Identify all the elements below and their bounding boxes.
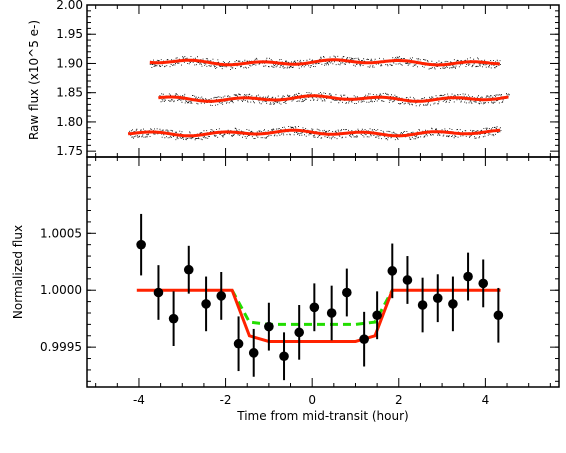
data-point (448, 276, 458, 332)
raw-flux-model-line (127, 128, 501, 138)
data-point (359, 311, 369, 367)
bottom-y-tick-label: 1.0000 (40, 283, 82, 297)
data-point (248, 328, 259, 377)
bottom-panel-data-points (136, 213, 504, 381)
data-marker (448, 299, 458, 309)
data-marker (402, 275, 413, 285)
data-point (463, 252, 473, 301)
data-point (372, 291, 382, 340)
data-point (279, 332, 289, 381)
bottom-y-axis-label: Normalized flux (11, 225, 25, 319)
data-marker (294, 327, 304, 338)
x-tick-label: 0 (308, 393, 316, 407)
data-marker (216, 291, 227, 301)
data-point (233, 316, 244, 372)
data-point (309, 283, 320, 332)
data-point (432, 274, 443, 323)
data-point (201, 276, 211, 332)
raw-flux-points (128, 126, 502, 141)
x-tick-label: 4 (482, 393, 490, 407)
data-marker (387, 266, 398, 276)
data-marker (279, 351, 289, 362)
data-marker (153, 287, 164, 298)
raw-flux-series-3 (128, 126, 502, 141)
data-point (136, 213, 146, 276)
data-marker (478, 278, 489, 289)
data-point (264, 302, 274, 351)
top-y-tick-label: 1.80 (56, 115, 83, 129)
data-marker (233, 338, 244, 349)
bottom-panel-model-lines (136, 288, 501, 343)
data-marker (309, 302, 320, 313)
data-marker (372, 310, 382, 321)
data-point (183, 245, 194, 294)
data-point (153, 265, 164, 320)
top-y-tick-label: 1.75 (56, 144, 83, 158)
data-marker (493, 310, 504, 321)
top-panel-model-lines (127, 58, 509, 138)
top-y-tick-label: 1.85 (56, 86, 83, 100)
data-marker (136, 239, 146, 250)
data-marker (248, 348, 259, 358)
data-marker (326, 308, 337, 318)
data-point (326, 285, 337, 341)
data-marker (183, 264, 194, 275)
data-point (294, 305, 304, 360)
data-marker (463, 271, 473, 282)
top-panel-y-ticks: 1.75 1.80 1.85 1.90 1.95 2.00 (56, 0, 559, 158)
data-point (417, 277, 428, 333)
green-dashed-model-line (230, 289, 394, 326)
data-point (478, 259, 489, 308)
top-y-tick-label: 2.00 (56, 0, 83, 12)
data-marker (359, 334, 369, 344)
data-point (402, 256, 413, 304)
data-point (216, 272, 227, 320)
data-point (168, 291, 179, 347)
raw-flux-points (149, 55, 502, 70)
data-point (387, 243, 398, 299)
data-point (342, 268, 352, 317)
data-marker (342, 287, 352, 298)
raw-flux-model-line (158, 94, 509, 103)
data-marker (201, 299, 211, 309)
bottom-y-tick-label: 1.0005 (40, 226, 82, 240)
x-tick-label: 2 (395, 393, 403, 407)
raw-flux-model-line (149, 58, 500, 67)
bottom-y-tick-label: 0.9995 (40, 340, 82, 354)
raw-flux-series-1 (149, 55, 502, 70)
data-point (493, 287, 504, 343)
top-y-tick-label: 1.90 (56, 56, 83, 70)
x-axis-label: Time from mid-transit (hour) (236, 409, 408, 423)
x-tick-label: -4 (133, 393, 145, 407)
data-marker (417, 300, 428, 310)
bottom-panel-ticks: 0.9995 1.0000 1.0005 -4 -2 0 2 4 (40, 157, 559, 407)
top-y-axis-label: Raw flux (x10^5 e-) (27, 20, 41, 140)
red-model-line (136, 288, 501, 343)
top-y-tick-label: 1.95 (56, 27, 83, 41)
bottom-panel-frame (86, 156, 560, 388)
data-marker (168, 313, 179, 324)
x-tick-label: -2 (220, 393, 232, 407)
data-marker (432, 293, 443, 303)
data-marker (264, 321, 274, 332)
